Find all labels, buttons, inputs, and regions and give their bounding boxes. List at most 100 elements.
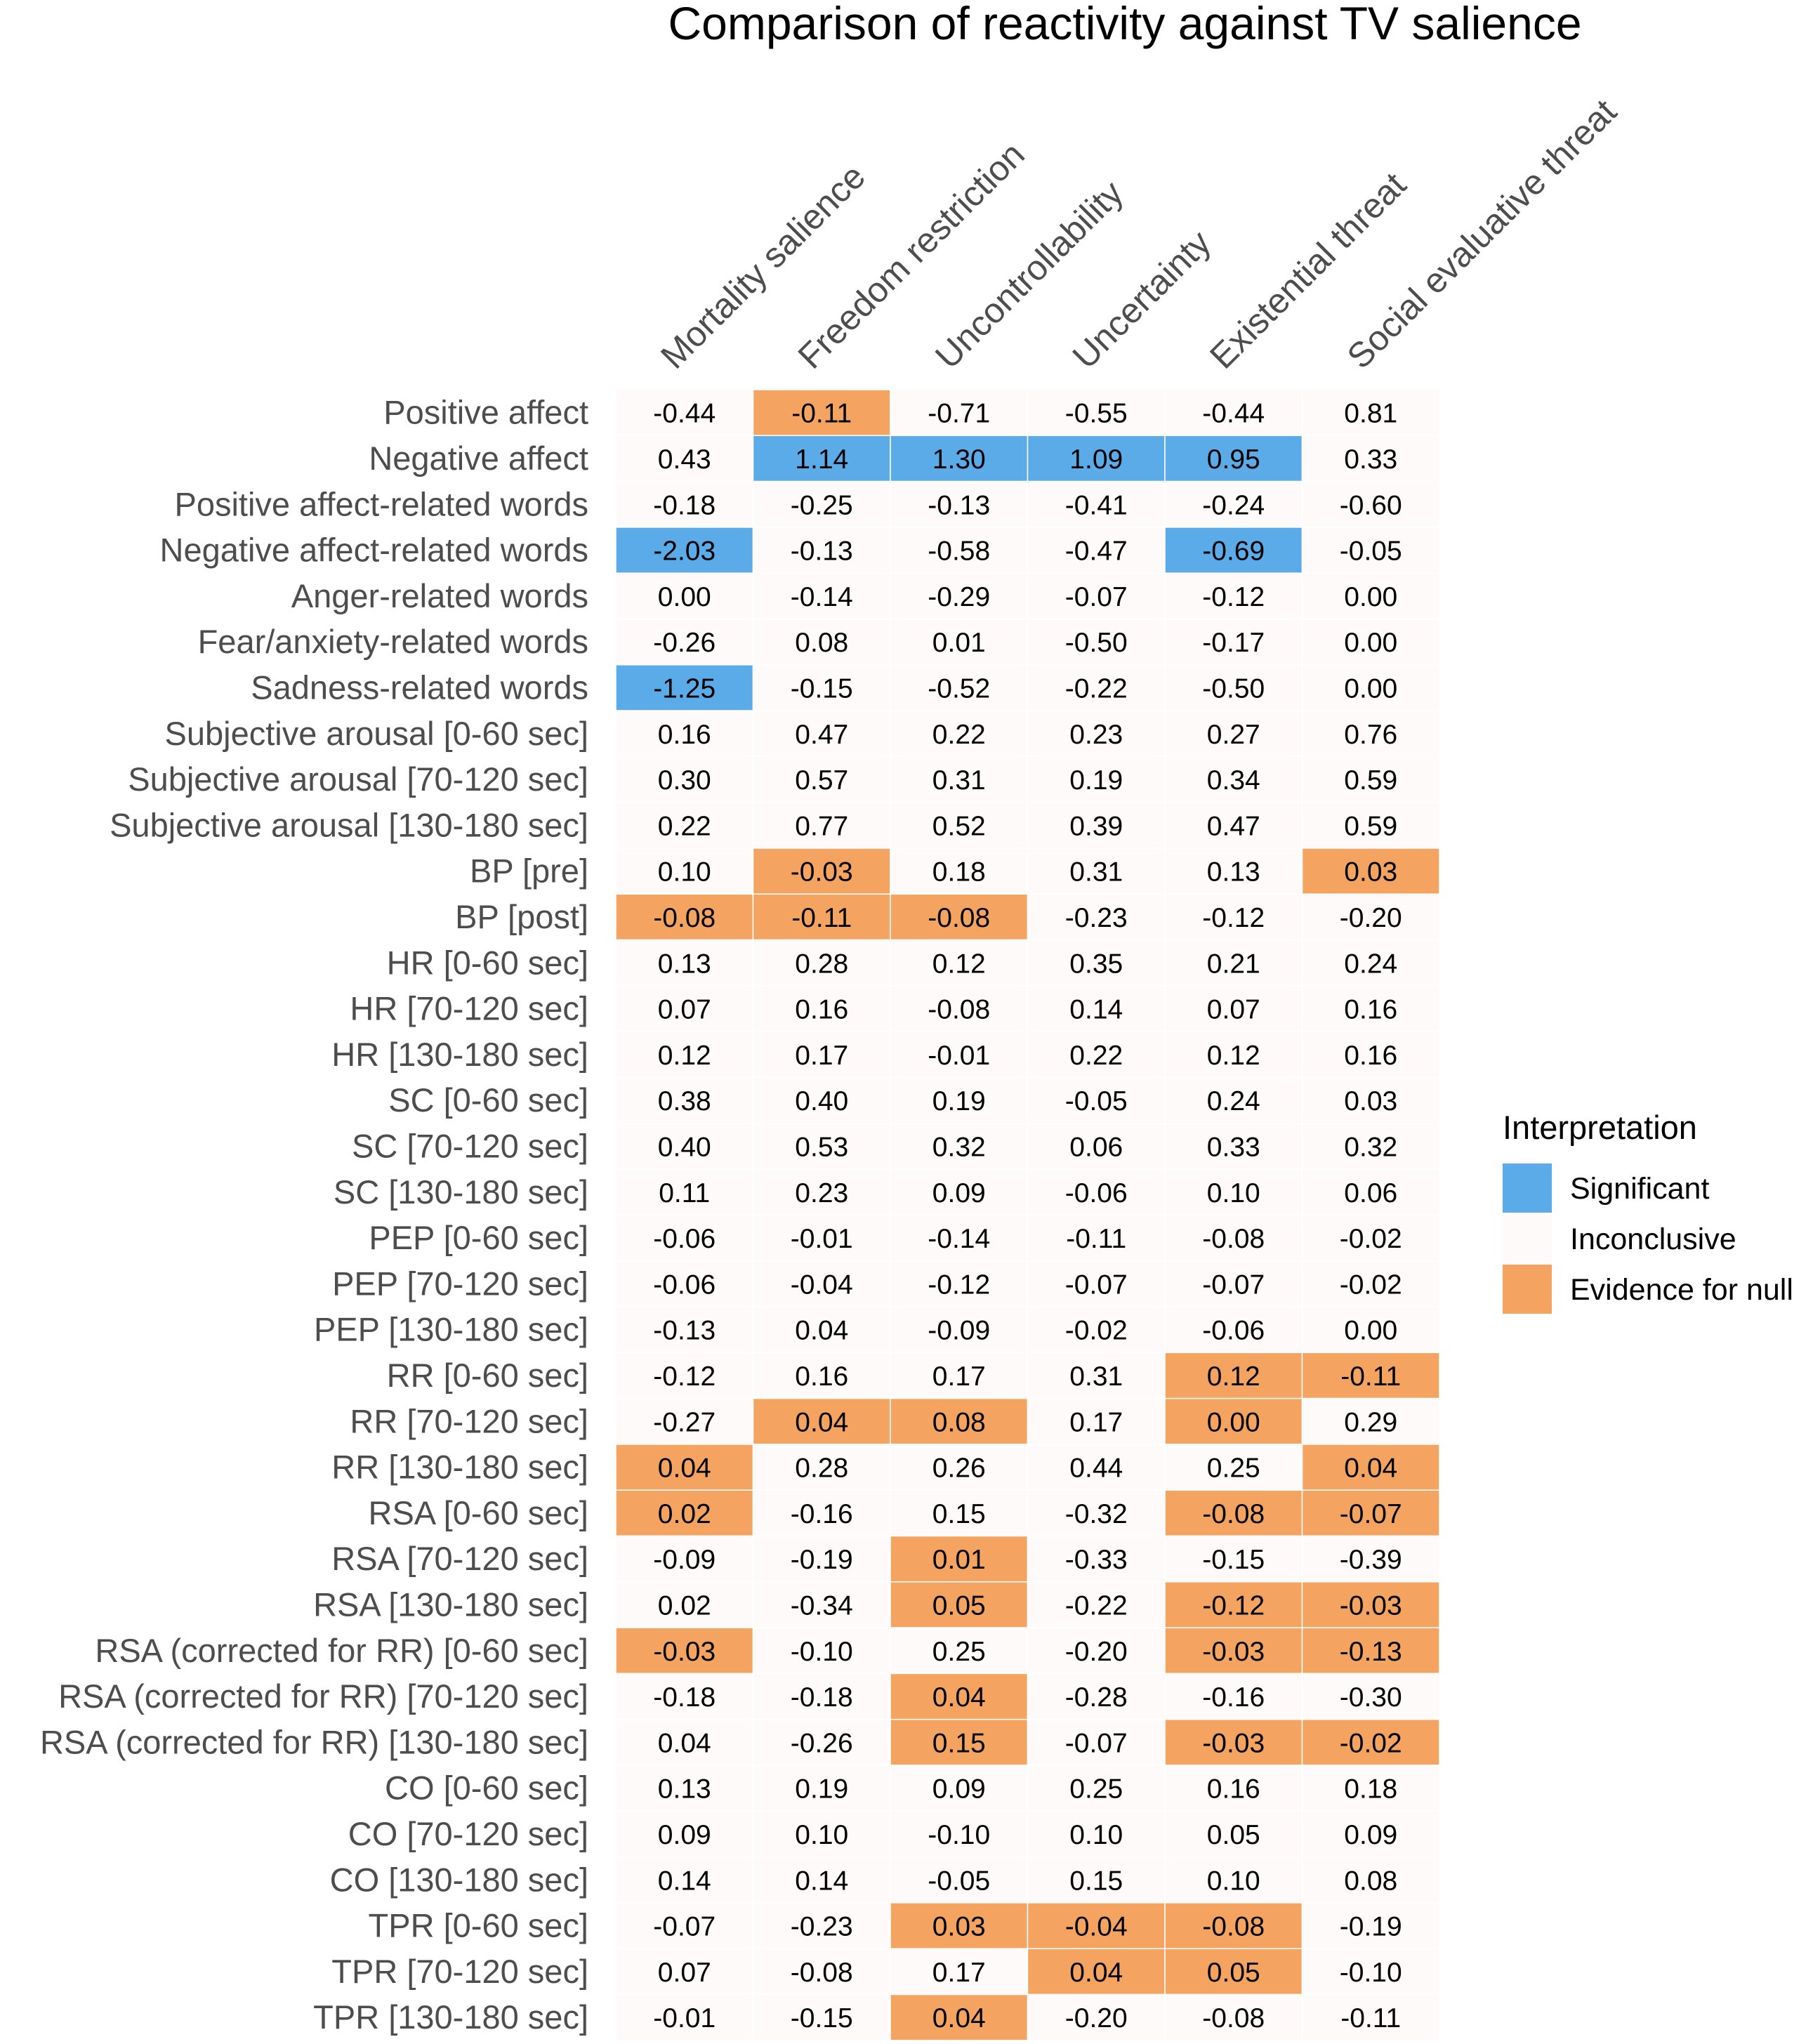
heatmap-cell — [1027, 985, 1166, 1032]
cell-value: 0.07 — [1207, 995, 1260, 1025]
legend-label: Evidence for null — [1570, 1273, 1793, 1307]
cell-value: 0.01 — [932, 1545, 986, 1575]
row-label: RSA [0-60 sec] — [369, 1494, 589, 1531]
heatmap-cell — [1301, 572, 1440, 620]
heatmap-cell — [752, 664, 891, 711]
cell-value: -0.08 — [1202, 1224, 1265, 1254]
heatmap-cell — [752, 1856, 891, 1904]
cell-value: 0.17 — [795, 1041, 848, 1071]
cell-value: -0.19 — [1340, 1912, 1402, 1942]
heatmap-cell — [1301, 1535, 1440, 1583]
cell-value: 0.08 — [1344, 1866, 1397, 1896]
row-label: TPR [0-60 sec] — [369, 1907, 588, 1944]
cell-value: 0.13 — [658, 1774, 711, 1805]
heatmap-cell — [1027, 1214, 1166, 1262]
heatmap-cell — [1301, 435, 1440, 482]
row-label: SC [70-120 sec] — [352, 1127, 588, 1164]
heatmap-cell — [1301, 1260, 1440, 1307]
row-label: RR [70-120 sec] — [350, 1402, 588, 1439]
cell-value: 0.04 — [795, 1316, 848, 1346]
cell-value: 0.26 — [932, 1453, 986, 1484]
cell-value: -0.60 — [1340, 490, 1402, 520]
cell-value: -0.07 — [1065, 1728, 1128, 1758]
row-label: RSA (corrected for RR) [70-120 sec] — [58, 1677, 588, 1715]
row-label: Subjective arousal [70-120 sec] — [128, 760, 588, 798]
cell-value: 0.52 — [932, 811, 986, 841]
cell-value: 0.08 — [932, 1407, 986, 1437]
cell-value: -0.18 — [653, 490, 716, 520]
cell-value: 1.09 — [1069, 444, 1123, 475]
row-label: BP [post] — [455, 898, 588, 935]
cell-value: 0.32 — [932, 1132, 986, 1162]
heatmap-cell — [615, 572, 754, 620]
cell-value: 0.00 — [1207, 1407, 1260, 1437]
heatmap-cell — [752, 1627, 891, 1675]
legend-key — [1503, 1265, 1552, 1314]
heatmap-cell — [615, 664, 754, 711]
heatmap-cell — [1301, 480, 1440, 528]
heatmap-cell — [752, 435, 891, 482]
cell-value: 0.21 — [1207, 949, 1260, 979]
cell-value: -0.03 — [653, 1637, 716, 1667]
cell-value: 0.12 — [658, 1041, 711, 1071]
cell-value: 0.33 — [1344, 444, 1397, 475]
cell-value: -0.09 — [928, 1316, 990, 1346]
heatmap-cell — [1164, 1076, 1303, 1124]
cell-value: -0.08 — [1202, 1499, 1265, 1529]
heatmap-cell — [1164, 480, 1303, 528]
cell-value: 0.34 — [1207, 765, 1260, 796]
cell-value: -0.33 — [1065, 1545, 1128, 1575]
cell-value: -0.23 — [791, 1912, 853, 1942]
heatmap-cell — [615, 389, 754, 437]
cell-value: 0.40 — [795, 1086, 848, 1116]
heatmap-cell — [752, 1168, 891, 1216]
row-label: Sadness-related words — [251, 668, 588, 706]
heatmap-cell — [890, 985, 1029, 1032]
heatmap-cell — [1301, 527, 1440, 574]
heatmap-cell — [1164, 985, 1303, 1032]
column-label: Uncertainty — [1065, 223, 1218, 376]
heatmap-cell — [615, 985, 754, 1032]
heatmap-cell — [752, 1535, 891, 1583]
cell-value: 0.27 — [1207, 720, 1260, 750]
cell-value: -0.47 — [1065, 536, 1128, 567]
cell-value: 0.39 — [1069, 811, 1123, 841]
cell-value: -0.10 — [791, 1637, 853, 1667]
cell-value: 0.22 — [658, 811, 711, 841]
heatmap-cell — [615, 1260, 754, 1307]
heatmap-cell — [1301, 893, 1440, 941]
cell-value: -0.13 — [653, 1316, 716, 1346]
cell-value: 0.04 — [932, 1682, 986, 1713]
cell-value: 0.12 — [1207, 1361, 1260, 1392]
heatmap-cell — [615, 1993, 754, 2041]
heatmap-cell — [890, 710, 1029, 758]
cell-value: -0.03 — [1340, 1590, 1402, 1621]
row-label: RSA (corrected for RR) [0-60 sec] — [95, 1632, 588, 1669]
cell-value: 0.77 — [795, 811, 848, 841]
heatmap-cell — [752, 1397, 891, 1445]
cell-value: -0.23 — [1065, 903, 1128, 933]
cell-value: 0.06 — [1344, 1178, 1397, 1208]
row-label: HR [70-120 sec] — [350, 990, 588, 1027]
heatmap-cell — [1301, 1673, 1440, 1720]
heatmap-cell — [1301, 848, 1440, 895]
cell-value: 0.04 — [795, 1407, 848, 1437]
cell-value: -0.19 — [791, 1545, 853, 1575]
cell-value: -0.08 — [1202, 1912, 1265, 1942]
cell-value: 0.08 — [795, 628, 848, 658]
cell-value: -0.13 — [1340, 1637, 1402, 1667]
heatmap-cell — [752, 1306, 891, 1354]
cell-value: 0.29 — [1344, 1407, 1397, 1437]
row-label: RSA [70-120 sec] — [331, 1540, 588, 1577]
cell-value: 0.30 — [658, 765, 711, 796]
row-label: CO [130-180 sec] — [330, 1861, 588, 1898]
heatmap-cell — [1301, 710, 1440, 758]
heatmap-cell — [752, 480, 891, 528]
heatmap-cell — [890, 1718, 1029, 1766]
cell-value: 0.22 — [932, 720, 986, 750]
heatmap-cell — [1301, 1168, 1440, 1216]
cell-value: -0.05 — [1065, 1086, 1128, 1116]
cell-value: -0.27 — [653, 1407, 716, 1437]
cell-value: -0.41 — [1065, 490, 1128, 520]
